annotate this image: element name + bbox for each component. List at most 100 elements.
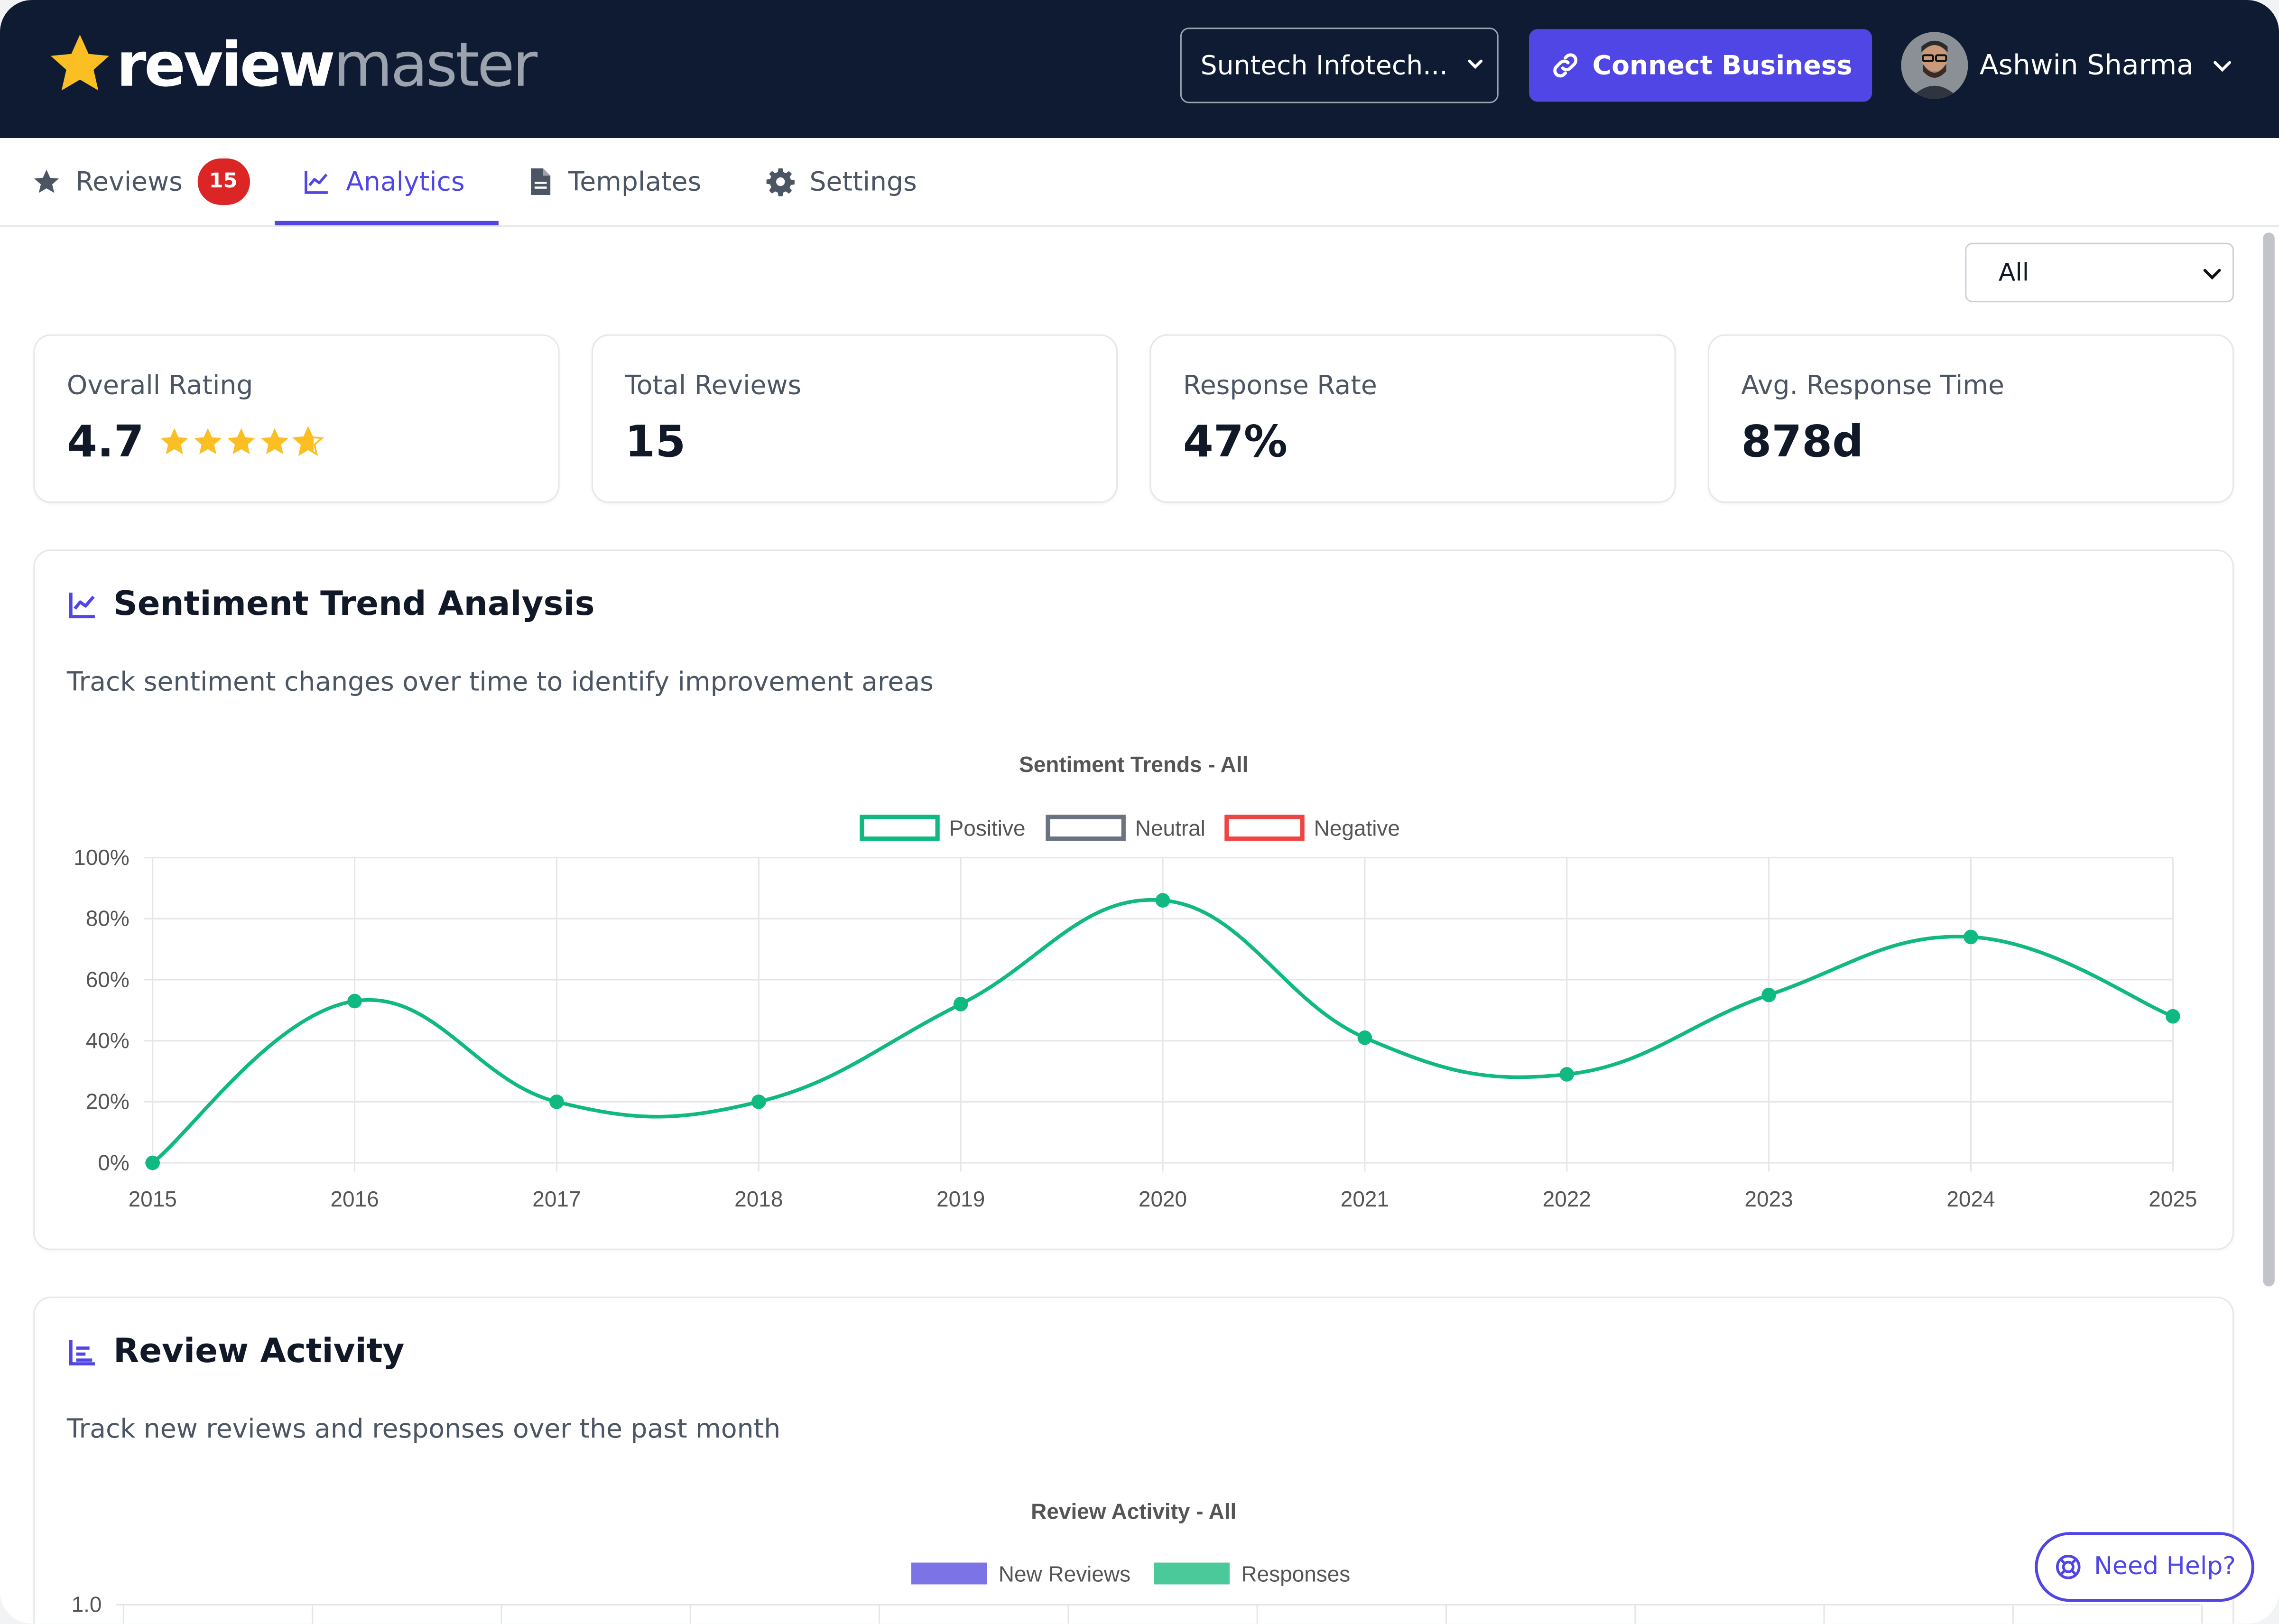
stat-card-total-reviews: Total Reviews 15 <box>591 334 1118 503</box>
tab-settings-label: Settings <box>809 166 917 197</box>
data-point <box>1761 987 1776 1002</box>
x-tick-label: 2022 <box>1543 1187 1591 1211</box>
legend-swatch <box>1224 815 1305 841</box>
x-tick-label: 2015 <box>129 1187 177 1211</box>
vertical-scrollbar[interactable] <box>2263 232 2275 1287</box>
sentiment-trend-chart: Sentiment Trends - All Positive Neutral Neg… <box>74 752 2197 1211</box>
y-tick-label: 100% <box>74 845 130 870</box>
x-tick-label: 2020 <box>1139 1187 1187 1211</box>
legend-label: Responses <box>1241 1561 1350 1586</box>
tab-analytics[interactable]: Analytics <box>302 138 465 225</box>
period-filter-select[interactable]: All <box>1965 242 2234 303</box>
y-tick-label: 20% <box>86 1089 130 1114</box>
connect-business-button[interactable]: Connect Business <box>1529 29 1872 102</box>
y-tick-label: 0% <box>98 1150 129 1175</box>
legend-label: Neutral <box>1135 816 1205 841</box>
stat-card-avg-response-time: Avg. Response Time 878d <box>1707 334 2234 503</box>
logo-star-icon <box>50 35 110 91</box>
period-filter-value: All <box>1998 258 2029 288</box>
logo-text-master: master <box>333 28 537 100</box>
star-icon <box>261 427 289 454</box>
panel-subtitle: Track sentiment changes over time to ide… <box>66 667 934 698</box>
line-chart-icon <box>69 593 95 619</box>
data-point <box>347 993 362 1009</box>
positive-series-line <box>151 898 2174 1165</box>
legend-swatch <box>1046 815 1126 841</box>
bar-chart-icon <box>69 1340 95 1365</box>
business-select[interactable]: Suntech Infotech... <box>1180 28 1499 103</box>
legend-label: New Reviews <box>999 1561 1130 1586</box>
chevron-down-icon <box>2203 269 2221 280</box>
user-name: Ashwin Sharma <box>1979 49 2194 82</box>
review-activity-chart: Review Activity - All New Reviews Response… <box>72 1499 2203 1624</box>
x-tick-label: 2025 <box>2149 1187 2197 1211</box>
stat-label: Total Reviews <box>625 371 802 401</box>
tab-settings[interactable]: Settings <box>766 138 917 225</box>
rating-stars <box>158 425 327 460</box>
star-icon <box>227 427 256 454</box>
panel-title: Sentiment Trend Analysis <box>113 585 595 624</box>
data-point <box>145 1155 160 1170</box>
data-point <box>549 1095 564 1109</box>
x-tick-label: 2016 <box>330 1187 379 1211</box>
x-tick-label: 2021 <box>1341 1187 1389 1211</box>
y-tick-label: 40% <box>86 1028 130 1053</box>
connect-business-label: Connect Business <box>1592 50 1853 81</box>
stat-value: 15 <box>625 417 686 468</box>
user-menu[interactable]: Ashwin Sharma <box>1901 32 2234 99</box>
review-activity-panel: Review Activity Track new reviews and re… <box>33 1296 2234 1624</box>
reviews-count-badge: 15 <box>197 158 250 205</box>
chevron-down-icon <box>1468 59 1483 69</box>
stat-label: Response Rate <box>1183 371 1377 401</box>
stat-label: Avg. Response Time <box>1741 371 2004 401</box>
reviewmaster-logo[interactable]: review master <box>46 26 537 102</box>
stat-card-response-rate: Response Rate 47% <box>1149 334 1676 503</box>
chevron-down-icon <box>2214 61 2232 72</box>
stat-value: 4.7 <box>66 417 144 468</box>
y-tick-label: 1.0 <box>72 1592 102 1617</box>
avatar <box>1901 32 1968 99</box>
x-tick-label: 2023 <box>1745 1187 1793 1211</box>
legend-swatch <box>860 815 940 841</box>
data-point <box>1357 1030 1372 1045</box>
link-icon <box>1552 53 1577 78</box>
top-header: review master Suntech Infotech... Connect… <box>0 0 2279 139</box>
data-point <box>1559 1067 1575 1082</box>
document-icon <box>531 168 551 195</box>
need-help-button[interactable]: Need Help? <box>2035 1532 2254 1602</box>
data-point <box>2166 1009 2180 1024</box>
half-star-icon <box>294 426 323 455</box>
chart-title: Sentiment Trends - All <box>1019 752 1248 777</box>
logo-text-review: review <box>116 28 335 100</box>
stat-value: 878d <box>1741 417 1864 468</box>
y-tick-label: 60% <box>86 967 130 992</box>
legend-swatch <box>911 1562 987 1585</box>
tab-reviews[interactable]: Reviews 15 <box>32 138 250 225</box>
business-select-value: Suntech Infotech... <box>1200 50 1448 81</box>
star-icon <box>34 169 59 193</box>
x-tick-label: 2024 <box>1946 1187 1995 1211</box>
line-chart-icon <box>305 170 328 194</box>
data-point <box>953 997 968 1012</box>
stat-value: 47% <box>1183 417 1288 468</box>
chart-title: Review Activity - All <box>1031 1499 1236 1524</box>
star-icon <box>194 427 222 454</box>
active-tab-indicator <box>275 221 499 225</box>
tab-templates[interactable]: Templates <box>528 138 701 225</box>
lifebuoy-icon <box>2056 1554 2080 1579</box>
legend-label: Negative <box>1314 816 1400 841</box>
panel-title: Review Activity <box>113 1333 405 1371</box>
panel-subtitle: Track new reviews and responses over the… <box>66 1414 781 1445</box>
gear-icon <box>766 168 795 196</box>
stat-label: Overall Rating <box>66 371 253 401</box>
need-help-label: Need Help? <box>2094 1552 2236 1582</box>
tab-templates-label: Templates <box>568 166 702 197</box>
tab-analytics-label: Analytics <box>346 166 465 197</box>
star-icon <box>161 427 189 454</box>
x-tick-label: 2019 <box>936 1187 985 1211</box>
tab-bar: Reviews 15 Analytics Templates <box>0 138 2279 227</box>
stat-card-overall-rating: Overall Rating 4.7 <box>33 334 560 503</box>
data-point <box>1155 893 1170 908</box>
data-point <box>1964 929 1978 945</box>
